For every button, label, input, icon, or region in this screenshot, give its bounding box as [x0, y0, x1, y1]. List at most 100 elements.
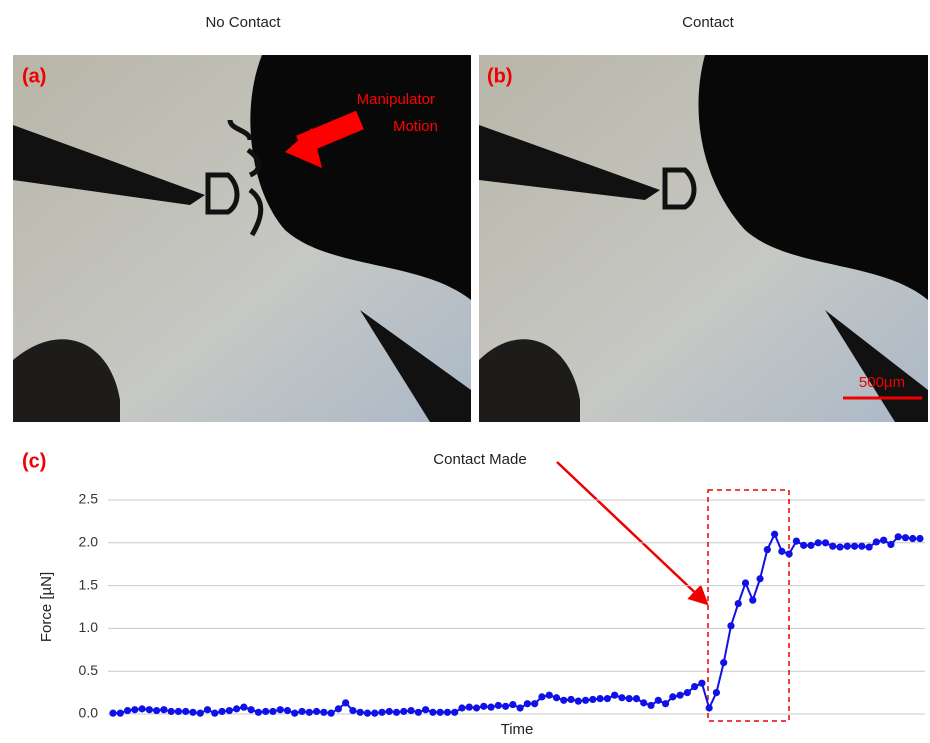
data-point	[197, 710, 204, 717]
data-point	[662, 700, 669, 707]
data-point	[676, 692, 683, 699]
data-point	[684, 689, 691, 696]
data-point	[589, 696, 596, 703]
data-point	[764, 546, 771, 553]
data-point	[611, 692, 618, 699]
data-point	[887, 541, 894, 548]
data-point	[393, 709, 400, 716]
data-point	[407, 707, 414, 714]
data-point	[233, 705, 240, 712]
data-point	[647, 702, 654, 709]
data-point	[291, 710, 298, 717]
x-axis-label: Time	[501, 721, 534, 738]
data-point	[822, 539, 829, 546]
annotation-arrow	[557, 462, 705, 602]
y-tick-label: 2.0	[79, 534, 99, 550]
data-point	[124, 707, 131, 714]
data-point	[713, 689, 720, 696]
data-point	[604, 695, 611, 702]
data-point	[727, 622, 734, 629]
data-point	[851, 543, 858, 550]
data-point	[626, 695, 633, 702]
data-point	[698, 680, 705, 687]
y-tick-label: 1.5	[79, 576, 99, 592]
highlight-box	[708, 490, 789, 721]
data-point	[633, 695, 640, 702]
data-point	[866, 543, 873, 550]
data-point	[211, 710, 218, 717]
data-point	[415, 709, 422, 716]
data-point	[567, 696, 574, 703]
data-point	[466, 704, 473, 711]
panel-label: (c)	[22, 450, 46, 472]
data-point	[655, 697, 662, 704]
data-point	[473, 704, 480, 711]
data-point	[335, 705, 342, 712]
data-point	[807, 542, 814, 549]
data-point	[168, 708, 175, 715]
data-point	[451, 709, 458, 716]
panel-title: Contact	[682, 14, 735, 31]
series-line	[113, 534, 920, 713]
data-point	[269, 708, 276, 715]
data-point	[524, 700, 531, 707]
data-point	[844, 543, 851, 550]
data-point	[284, 707, 291, 714]
annotation: Contact Made	[433, 451, 526, 468]
data-point	[829, 543, 836, 550]
y-axis-label: Force [µN]	[38, 572, 55, 642]
data-point	[480, 703, 487, 710]
data-point	[175, 708, 182, 715]
data-point	[815, 539, 822, 546]
data-point	[458, 704, 465, 711]
data-point	[502, 703, 509, 710]
data-point	[248, 706, 255, 713]
data-point	[909, 535, 916, 542]
data-point	[400, 708, 407, 715]
data-point	[756, 575, 763, 582]
y-tick-label: 1.0	[79, 619, 99, 635]
data-point	[109, 710, 116, 717]
data-point	[742, 579, 749, 586]
panel-label: (b)	[487, 65, 513, 87]
data-point	[575, 698, 582, 705]
data-point	[138, 705, 145, 712]
data-point	[786, 550, 793, 557]
data-point	[437, 709, 444, 716]
data-point	[182, 708, 189, 715]
data-point	[793, 537, 800, 544]
data-point	[546, 692, 553, 699]
y-tick-label: 0.5	[79, 662, 99, 678]
data-point	[342, 699, 349, 706]
data-point	[720, 659, 727, 666]
data-point	[618, 694, 625, 701]
data-point	[487, 704, 494, 711]
data-point	[117, 710, 124, 717]
data-point	[517, 704, 524, 711]
data-point	[531, 700, 538, 707]
data-point	[146, 706, 153, 713]
data-point	[298, 708, 305, 715]
data-point	[597, 695, 604, 702]
y-tick-label: 2.5	[79, 491, 99, 507]
data-point	[422, 706, 429, 713]
data-point	[771, 531, 778, 538]
data-point	[378, 709, 385, 716]
data-point	[560, 697, 567, 704]
data-point	[735, 600, 742, 607]
data-point	[749, 597, 756, 604]
data-point	[386, 708, 393, 715]
data-point	[538, 693, 545, 700]
data-point	[313, 708, 320, 715]
data-point	[429, 709, 436, 716]
data-point	[262, 708, 269, 715]
data-point	[880, 537, 887, 544]
data-point	[669, 693, 676, 700]
figure: No Contact Contact (a) (b) Manipulator M…	[0, 0, 930, 738]
data-point	[349, 707, 356, 714]
data-point	[444, 709, 451, 716]
data-point	[364, 710, 371, 717]
data-point	[640, 699, 647, 706]
data-point	[189, 709, 196, 716]
data-point	[160, 706, 167, 713]
